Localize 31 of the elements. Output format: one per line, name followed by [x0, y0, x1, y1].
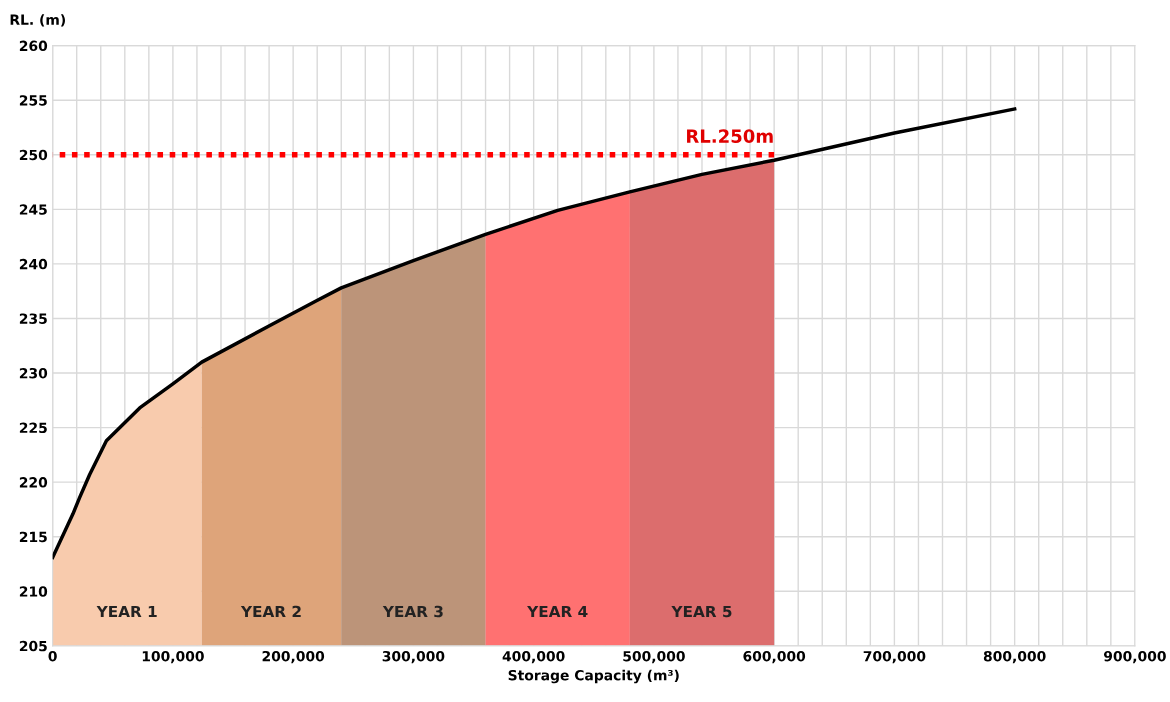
series-label: YEAR 1	[96, 605, 157, 618]
x-tick-label: 800,000	[983, 650, 1046, 664]
series-label: YEAR 2	[240, 605, 301, 618]
series-label: YEAR 5	[671, 605, 732, 618]
series-label: YEAR 3	[382, 605, 443, 618]
y-tick-label: 230	[19, 367, 48, 379]
y-tick-label: 205	[19, 640, 47, 652]
line-series	[52, 107, 1017, 560]
x-tick-label: 400,000	[502, 650, 565, 664]
y-axis-title: RL. (m)	[10, 14, 65, 27]
x-tick-label: 900,000	[1103, 650, 1166, 664]
y-tick-label: 250	[19, 149, 48, 161]
x-tick-label: 100,000	[142, 650, 204, 664]
x-tick-label: 200,000	[262, 650, 325, 664]
y-tick-label: 220	[19, 477, 48, 488]
series-label: YEAR 4	[527, 605, 588, 618]
x-axis-title: Storage Capacity (m³)	[508, 669, 679, 684]
y-tick-label: 210	[19, 586, 48, 597]
x-tick-label: 700,000	[863, 650, 926, 664]
x-tick-label: 600,000	[743, 650, 806, 664]
y-tick-label: 240	[19, 258, 48, 270]
y-tick-label: 255	[19, 95, 47, 106]
y-tick-label: 245	[19, 204, 47, 215]
annotation: RL.250m	[687, 129, 773, 143]
y-tick-label: 235	[19, 313, 47, 324]
x-tick-label: 500,000	[623, 650, 685, 664]
y-tick-label: 225	[19, 422, 47, 434]
x-tick-label: 300,000	[382, 650, 445, 664]
y-tick-label: 260	[19, 40, 48, 52]
y-tick-label: 215	[19, 531, 47, 543]
x-tick-label: 0	[48, 650, 57, 662]
